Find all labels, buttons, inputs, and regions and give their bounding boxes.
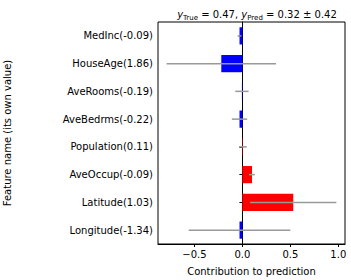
svg-text:= 0.32 ± 0.42: = 0.32 ± 0.42 — [263, 9, 337, 20]
svg-text:MedInc(-0.09): MedInc(-0.09) — [83, 30, 153, 41]
svg-text:Longitude(-1.34): Longitude(-1.34) — [70, 225, 154, 236]
svg-text:= 0.47,: = 0.47, — [198, 9, 241, 20]
svg-text:y: y — [177, 9, 184, 20]
svg-text:1.0: 1.0 — [330, 249, 346, 260]
svg-text:0.5: 0.5 — [282, 249, 298, 260]
svg-text:−0.5: −0.5 — [182, 249, 206, 260]
svg-text:Feature name (its own value): Feature name (its own value) — [2, 60, 13, 207]
svg-text:Population(0.11): Population(0.11) — [70, 141, 153, 152]
svg-text:True: True — [182, 14, 198, 22]
svg-text:AveOccup(-0.09): AveOccup(-0.09) — [69, 169, 153, 180]
svg-text:Pred: Pred — [247, 14, 263, 22]
svg-text:0.0: 0.0 — [234, 249, 250, 260]
svg-text:AveRooms(-0.19): AveRooms(-0.19) — [67, 86, 153, 97]
svg-text:Contribution to prediction: Contribution to prediction — [187, 266, 316, 277]
svg-text:y: y — [241, 9, 248, 20]
svg-text:Latitude(1.03): Latitude(1.03) — [82, 197, 153, 208]
svg-text:AveBedrms(-0.22): AveBedrms(-0.22) — [63, 114, 153, 125]
svg-text:HouseAge(1.86): HouseAge(1.86) — [72, 58, 153, 69]
